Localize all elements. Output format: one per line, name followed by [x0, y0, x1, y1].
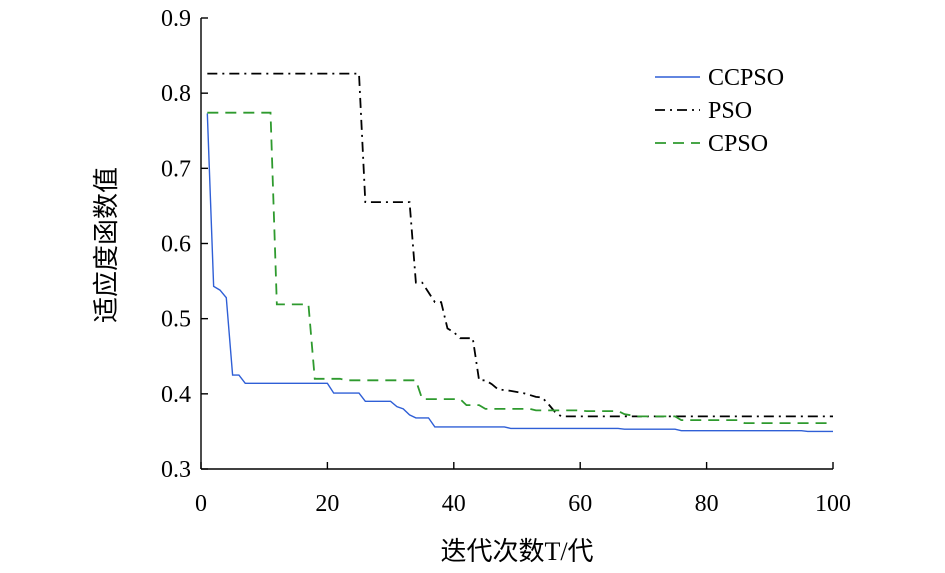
x-tick-label: 80 — [695, 491, 719, 517]
series-line-pso — [207, 72, 833, 418]
x-tick-label: 0 — [195, 491, 207, 517]
y-tick-label: 0.7 — [161, 156, 191, 182]
legend: CCPSO PSO CPSO — [655, 65, 784, 157]
y-tick-label: 0.6 — [161, 232, 191, 258]
legend-label-pso: PSO — [708, 98, 752, 124]
legend-label-ccpso: CCPSO — [708, 65, 784, 91]
x-tick-label: 100 — [815, 491, 851, 517]
y-tick-label: 0.5 — [161, 307, 191, 333]
series-layer — [206, 72, 833, 433]
legend-label-cpso: CPSO — [708, 131, 768, 157]
series-line-cpso — [207, 111, 833, 425]
x-tick-label: 20 — [315, 491, 339, 517]
y-axis-title: 适应度函数值 — [92, 167, 121, 323]
y-tick-label: 0.9 — [161, 6, 191, 32]
x-tick-label: 60 — [568, 491, 592, 517]
series-line-ccpso — [206, 113, 833, 433]
axes: 0.3 0.4 0.5 0.6 0.7 0.8 0.9 0 20 40 60 80 100 — [161, 6, 851, 517]
x-tick-label: 40 — [442, 491, 466, 517]
y-tick-label: 0.8 — [161, 81, 191, 107]
y-tick-label: 0.4 — [161, 382, 191, 408]
y-tick-label: 0.3 — [161, 457, 191, 483]
x-axis-title: 迭代次数T/代 — [440, 537, 593, 566]
